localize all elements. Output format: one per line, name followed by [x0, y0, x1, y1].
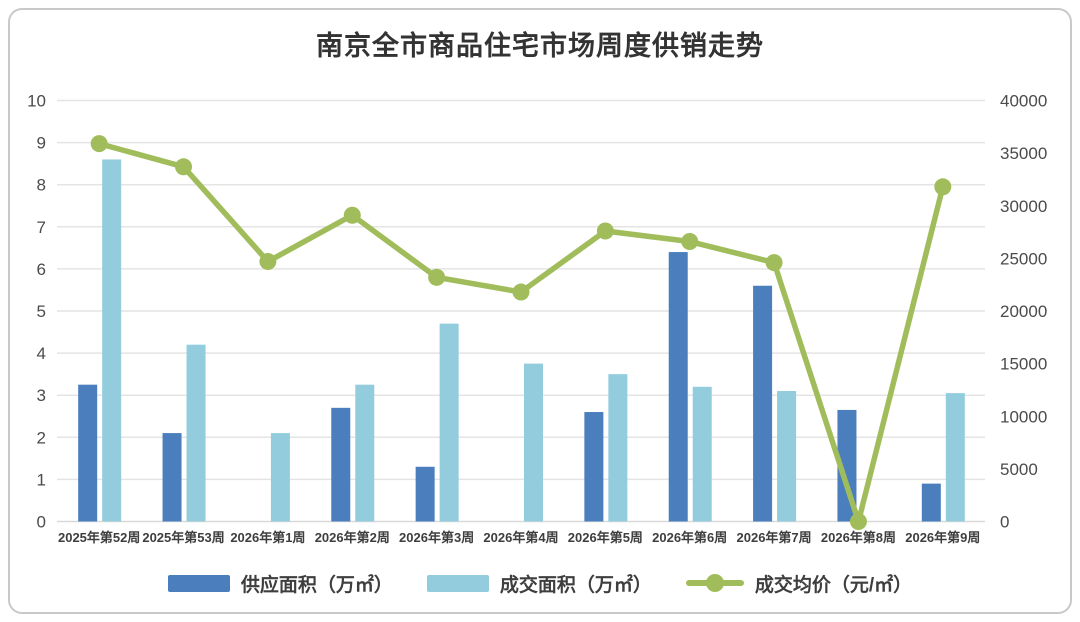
legend-item-transaction: 成交面积（万㎡）: [426, 570, 652, 597]
x-axis-label: 2026年第2周: [315, 530, 390, 545]
right-axis-tick-label: 40000: [1000, 92, 1047, 111]
supply-swatch-icon: [167, 574, 230, 592]
supply-bar: [753, 285, 773, 522]
legend-label-price: 成交均价（元/㎡）: [754, 574, 913, 596]
x-axis-label: 2025年第52周: [58, 530, 140, 545]
x-axis-label: 2026年第4周: [483, 530, 558, 545]
transaction-bar: [270, 433, 290, 522]
transaction-swatch-icon: [426, 574, 489, 592]
right-axis-tick-label: 10000: [1000, 407, 1047, 426]
price-point: [765, 254, 783, 272]
transaction-bar: [608, 374, 628, 522]
supply-bar: [584, 412, 604, 522]
supply-bar: [921, 483, 941, 522]
transaction-bar: [439, 323, 459, 522]
supply-bar: [162, 433, 182, 522]
supply-bar: [668, 252, 688, 522]
transaction-bar: [186, 344, 206, 522]
legend-item-price: 成交均价（元/㎡）: [685, 570, 913, 597]
legend-label-transaction: 成交面积（万㎡）: [499, 574, 652, 596]
left-axis-tick-label: 5: [37, 302, 46, 321]
x-axis-label: 2026年第1周: [230, 530, 305, 545]
right-axis-tick-label: 5000: [1000, 460, 1038, 479]
right-axis-tick-label: 25000: [1000, 249, 1047, 268]
transaction-bar: [524, 363, 543, 522]
right-axis-tick-label: 35000: [1000, 144, 1047, 163]
price-point: [934, 178, 952, 196]
price-line: [96, 140, 946, 525]
transaction-bar: [945, 393, 965, 522]
left-axis-tick-label: 8: [37, 176, 46, 195]
transaction-bar: [355, 384, 375, 522]
price-point: [343, 206, 361, 224]
price-point: [259, 253, 277, 271]
chart-legend: 供应面积（万㎡） 成交面积（万㎡） 成交均价（元/㎡）: [0, 561, 1080, 605]
left-axis-tick-label: 0: [37, 513, 46, 532]
left-axis-tick-label: 6: [37, 260, 46, 279]
supply-bar: [415, 466, 435, 522]
price-point: [428, 268, 446, 286]
price-point: [596, 222, 614, 240]
legend-label-supply: 供应面积（万㎡）: [240, 574, 393, 596]
left-axis-tick-label: 7: [37, 218, 46, 237]
supply-bar: [331, 407, 351, 522]
price-point: [90, 135, 108, 153]
chart-title: 南京全市商品住宅市场周度供销走势: [316, 31, 764, 61]
right-axis-tick-label: 20000: [1000, 302, 1047, 321]
supply-bar: [78, 384, 98, 522]
right-axis-tick-label: 30000: [1000, 197, 1047, 216]
price-point: [512, 283, 530, 301]
left-axis-tick-label: 10: [27, 92, 46, 111]
transaction-bar: [102, 159, 122, 522]
x-axis-label: 2026年第8周: [821, 530, 896, 545]
left-axis-tick-label: 1: [37, 470, 46, 489]
transaction-bar: [777, 390, 797, 522]
price-point: [849, 513, 867, 530]
left-axis-tick-label: 4: [37, 344, 46, 363]
x-axis-label: 2026年第5周: [568, 530, 643, 545]
price-point: [175, 158, 193, 176]
left-axis-tick-label: 9: [37, 134, 46, 153]
transaction-bar: [692, 386, 712, 522]
x-axis-label: 2026年第3周: [399, 530, 474, 545]
x-axis-label: 2026年第7周: [737, 530, 812, 545]
right-axis-tick-label: 0: [1000, 513, 1009, 532]
x-axis-label: 2025年第53周: [142, 530, 224, 545]
left-axis-tick-label: 2: [37, 428, 46, 447]
legend-item-supply: 供应面积（万㎡）: [167, 570, 393, 597]
left-axis-tick-label: 3: [37, 386, 46, 405]
right-axis-tick-label: 15000: [1000, 355, 1047, 374]
x-axis-label: 2026年第9周: [905, 530, 980, 545]
price-point: [681, 233, 699, 251]
price-line-swatch-icon: [685, 573, 744, 593]
x-axis-label: 2026年第6周: [652, 530, 727, 545]
